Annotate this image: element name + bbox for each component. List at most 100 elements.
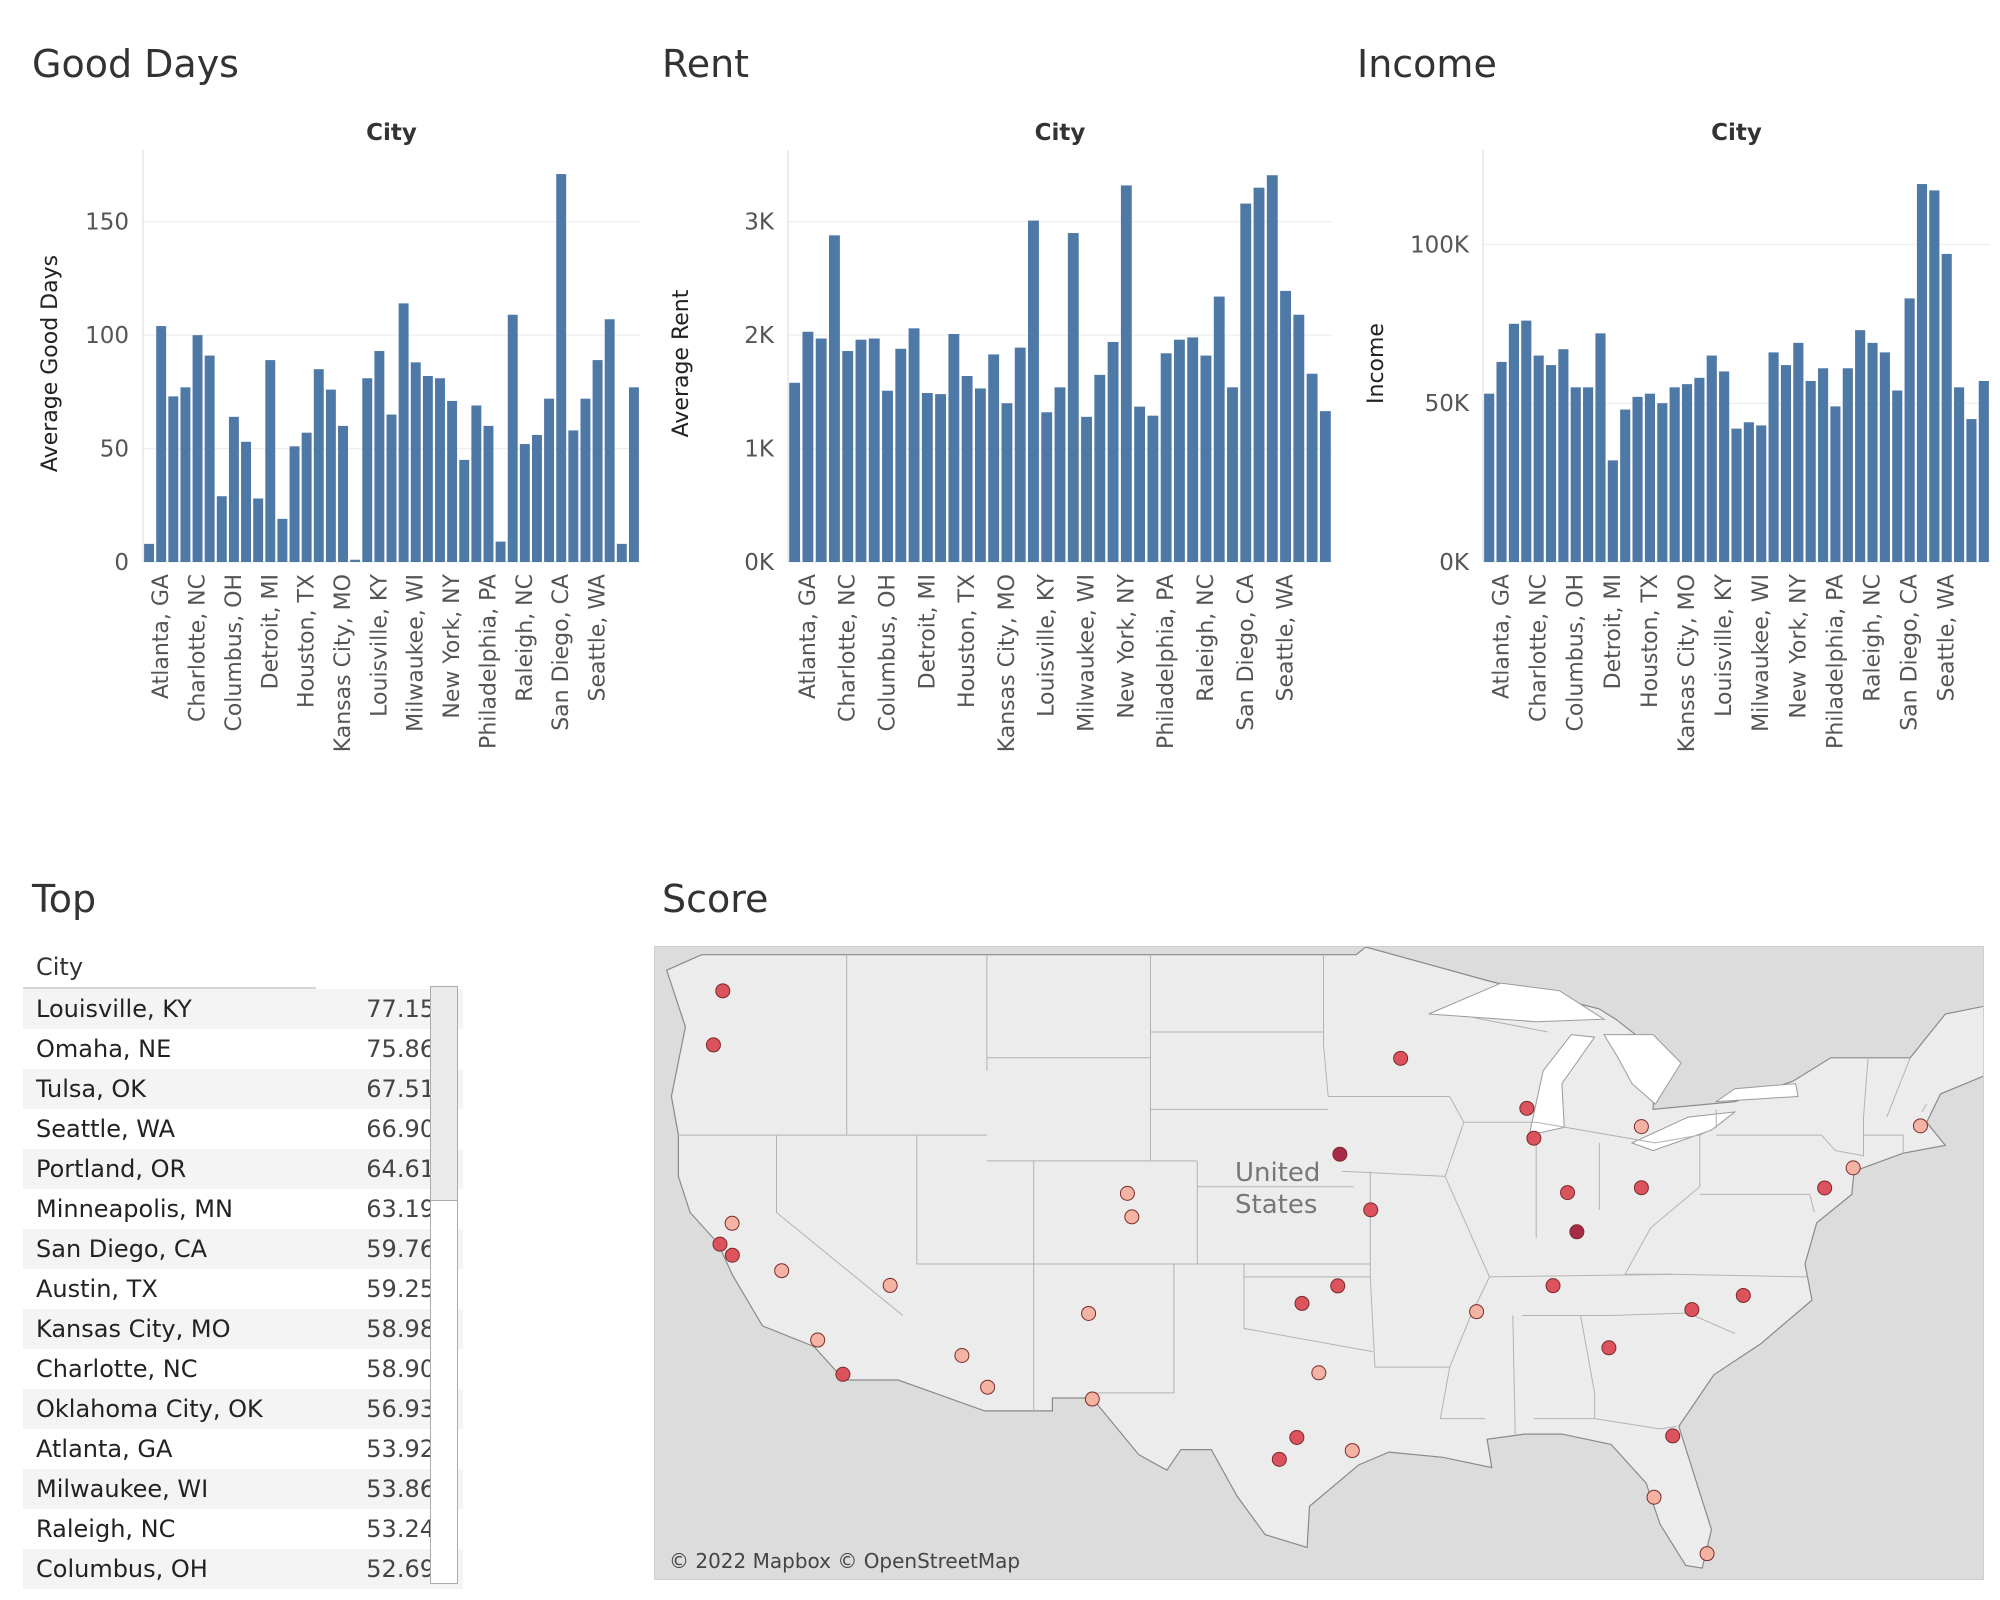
city-marker[interactable]	[1519, 1100, 1535, 1116]
state-border	[1716, 1057, 1869, 1157]
bar	[1545, 365, 1557, 562]
x-tick-label: Houston, TX	[1638, 574, 1663, 708]
table-row[interactable]: Austin, TX 59.25	[23, 1269, 463, 1309]
bar	[1669, 387, 1680, 562]
bar	[1904, 298, 1915, 562]
lake-shape	[1603, 1034, 1682, 1105]
bar	[1694, 377, 1705, 562]
map-attribution[interactable]: © 2022 Mapbox © OpenStreetMap	[669, 1549, 1021, 1573]
bar	[144, 543, 155, 562]
city-marker[interactable]	[774, 1263, 790, 1279]
bar	[1120, 185, 1132, 562]
bar	[338, 425, 348, 562]
city-marker[interactable]	[980, 1379, 996, 1395]
city-marker[interactable]	[1294, 1295, 1310, 1311]
x-tick-label: Milwaukee, WI	[404, 574, 429, 732]
city-marker[interactable]	[810, 1332, 826, 1348]
city-cell: San Diego, CA	[36, 1235, 208, 1263]
bar	[228, 416, 239, 562]
bar	[1200, 355, 1212, 562]
city-marker[interactable]	[1119, 1185, 1135, 1201]
city-marker[interactable]	[705, 1037, 721, 1053]
x-tick-label: Philadelphia, PA	[1154, 574, 1179, 749]
score-cell: 75.86	[366, 1035, 435, 1063]
y-axis-label: Income	[1364, 323, 1389, 404]
y-axis-label: Average Good Days	[38, 255, 63, 472]
city-marker[interactable]	[1845, 1160, 1861, 1176]
city-marker[interactable]	[1081, 1305, 1097, 1321]
city-marker[interactable]	[1633, 1119, 1649, 1135]
score-map[interactable]: United States © 2022 Mapbox © OpenStreet…	[654, 946, 1984, 1580]
bar	[447, 400, 458, 562]
city-cell: Milwaukee, WI	[36, 1475, 209, 1503]
score-cell: 53.86	[366, 1475, 435, 1503]
bar	[1867, 342, 1878, 562]
scrollbar-thumb[interactable]	[431, 987, 457, 1201]
city-marker[interactable]	[1330, 1278, 1346, 1294]
city-marker[interactable]	[954, 1347, 970, 1363]
city-marker[interactable]	[1289, 1429, 1305, 1445]
city-marker[interactable]	[724, 1215, 740, 1231]
city-marker[interactable]	[1311, 1365, 1327, 1381]
table-row[interactable]: Charlotte, NC 58.90	[23, 1349, 463, 1389]
bar	[1521, 320, 1532, 562]
x-tick-label: Columbus, OH	[222, 574, 247, 732]
table-row[interactable]: Kansas City, MO 58.98	[23, 1309, 463, 1349]
city-marker[interactable]	[1912, 1118, 1928, 1134]
city-marker[interactable]	[1124, 1209, 1140, 1225]
rent-title: Rent	[662, 42, 750, 86]
table-row[interactable]: Louisville, KY 77.15	[23, 989, 463, 1029]
city-marker[interactable]	[1699, 1546, 1715, 1562]
table-row[interactable]: Portland, OR 64.61	[23, 1149, 463, 1189]
table-row[interactable]: Columbus, OH 52.69	[23, 1549, 463, 1589]
city-marker[interactable]	[1363, 1202, 1379, 1218]
city-marker[interactable]	[1469, 1304, 1485, 1320]
table-row[interactable]: Minneapolis, MN 63.19	[23, 1189, 463, 1229]
city-marker[interactable]	[1601, 1340, 1617, 1356]
bar	[1147, 415, 1159, 562]
bar	[1978, 380, 1989, 562]
bar	[410, 362, 421, 562]
table-row[interactable]: Oklahoma City, OK 56.93	[23, 1389, 463, 1429]
city-marker[interactable]	[1526, 1130, 1542, 1146]
city-marker[interactable]	[1735, 1287, 1751, 1303]
bar	[580, 398, 591, 562]
table-row[interactable]: San Diego, CA 59.76	[23, 1229, 463, 1269]
city-marker[interactable]	[835, 1366, 851, 1382]
y-tick-label: 3K	[744, 210, 775, 236]
city-marker[interactable]	[1560, 1185, 1576, 1201]
city-marker[interactable]	[1332, 1146, 1348, 1162]
top-table-scrollbar[interactable]	[430, 986, 458, 1584]
city-marker[interactable]	[724, 1247, 740, 1263]
bar	[1094, 374, 1106, 562]
city-marker[interactable]	[882, 1277, 898, 1293]
city-marker[interactable]	[1646, 1489, 1662, 1505]
top-cities-table: City Louisville, KY 77.15 Omaha, NE 75.86 Tu…	[23, 947, 463, 1589]
city-marker[interactable]	[712, 1236, 728, 1252]
bar	[544, 398, 555, 562]
table-row[interactable]: Omaha, NE 75.86	[23, 1029, 463, 1069]
city-marker[interactable]	[1665, 1428, 1681, 1444]
table-row[interactable]: Seattle, WA 66.90	[23, 1109, 463, 1149]
table-row[interactable]: Raleigh, NC 53.24	[23, 1509, 463, 1549]
city-marker[interactable]	[1633, 1180, 1649, 1196]
x-tick-label: Milwaukee, WI	[1749, 574, 1774, 732]
bar	[1805, 380, 1816, 562]
city-marker[interactable]	[1569, 1224, 1585, 1240]
score-cell: 67.51	[366, 1075, 435, 1103]
city-marker[interactable]	[1684, 1302, 1700, 1318]
city-marker[interactable]	[1817, 1180, 1833, 1196]
table-row[interactable]: Tulsa, OK 67.51	[23, 1069, 463, 1109]
state-border	[1650, 1134, 1701, 1229]
score-cell: 58.98	[366, 1315, 435, 1343]
table-row[interactable]: Atlanta, GA 53.92	[23, 1429, 463, 1469]
city-marker[interactable]	[1545, 1278, 1561, 1294]
city-marker[interactable]	[715, 983, 731, 999]
table-row[interactable]: Milwaukee, WI 53.86	[23, 1469, 463, 1509]
x-tick-label: Louisville, KY	[367, 573, 392, 716]
city-marker[interactable]	[1393, 1050, 1409, 1066]
city-marker[interactable]	[1084, 1391, 1100, 1407]
city-marker[interactable]	[1271, 1451, 1287, 1467]
city-marker[interactable]	[1344, 1443, 1360, 1459]
bar	[495, 541, 506, 562]
